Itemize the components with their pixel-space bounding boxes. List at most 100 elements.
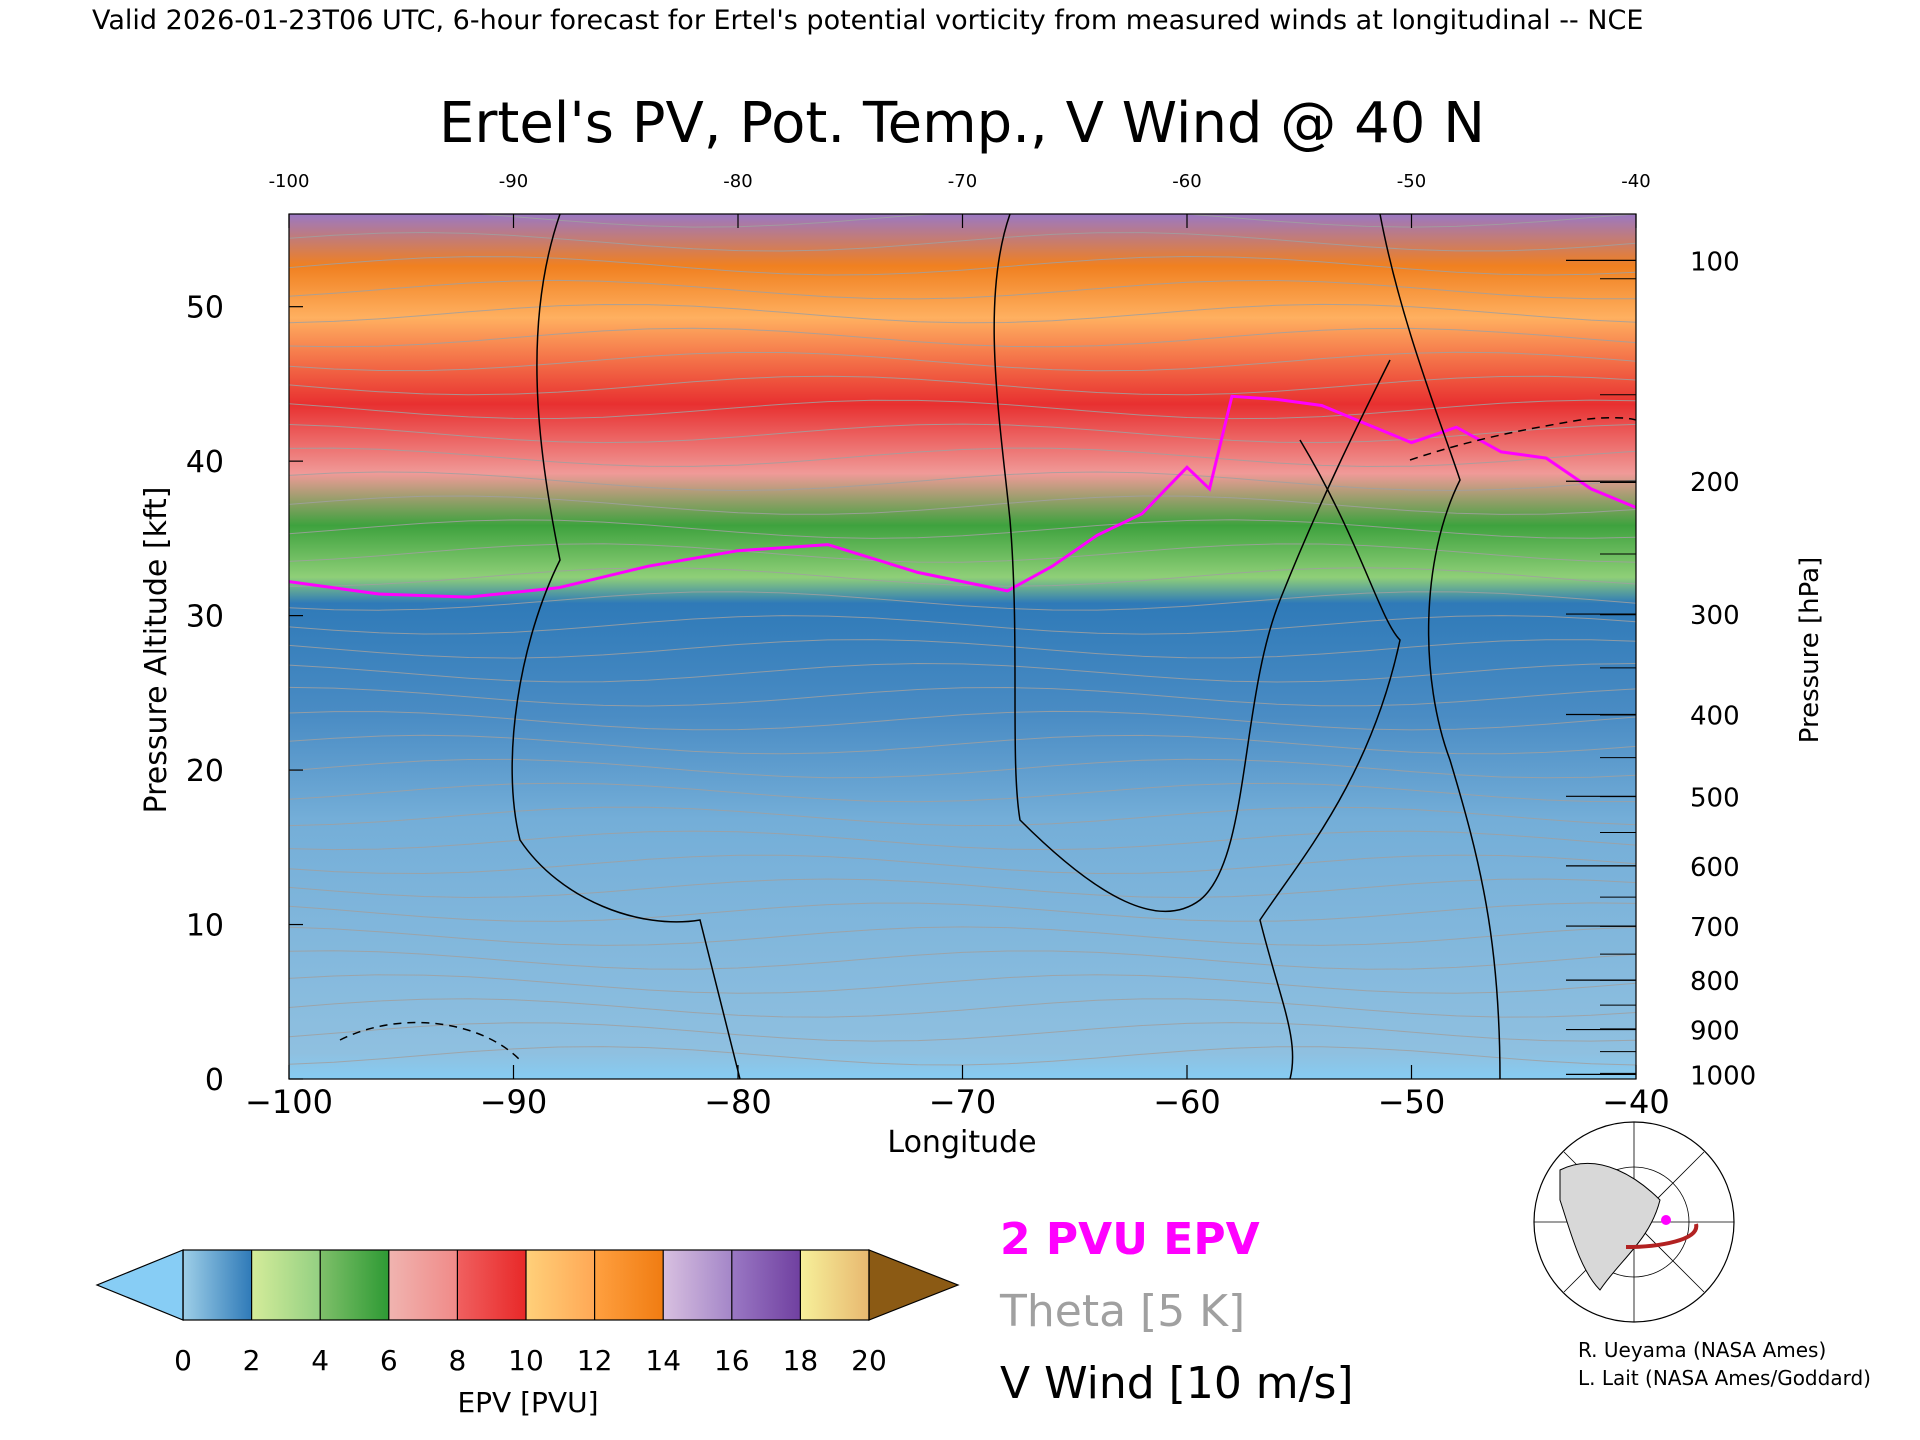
theta-contour-line	[289, 615, 1636, 635]
theta-contour-line	[289, 375, 1636, 396]
y-axis-label-left: Pressure Altitude [kft]	[139, 487, 174, 814]
pressure-tick-label: 500	[1690, 783, 1740, 813]
pressure-tick-label: 200	[1690, 468, 1740, 498]
theta-contour-line	[289, 998, 1636, 1018]
colorbar-segment	[526, 1250, 595, 1320]
legend-vwind: V Wind [10 m/s]	[1000, 1358, 1354, 1409]
x-top-tick-label: -60	[1172, 171, 1201, 192]
vwind-contour-a	[511, 214, 741, 1079]
theta-contour-line	[289, 591, 1636, 611]
colorbar-segment	[731, 1250, 801, 1320]
x-axis-label: Longitude	[887, 1125, 1036, 1160]
x-tick-label: −70	[929, 1083, 997, 1121]
x-top-tick-label: -70	[948, 171, 977, 192]
x-top-tick-label: -100	[269, 171, 310, 192]
theta-contour-line	[289, 279, 1636, 300]
pressure-tick-label: 700	[1690, 913, 1740, 943]
pressure-tick-label: 400	[1690, 701, 1740, 731]
theta-contour-line	[289, 423, 1636, 444]
pressure-tick-label: 600	[1690, 853, 1740, 883]
colorbar: 0 2 4 6 8 10 12 14 16 18 20	[95, 1249, 960, 1377]
legend-theta: Theta [5 K]	[999, 1286, 1245, 1337]
theta-contour-line	[289, 758, 1636, 779]
colorbar-segment	[388, 1250, 458, 1320]
colorbar-segment	[251, 1250, 321, 1320]
theta-contour-line	[289, 878, 1636, 899]
theta-contour-line	[289, 662, 1636, 683]
pressure-tick-label: 900	[1690, 1017, 1740, 1047]
theta-contour-line	[289, 710, 1636, 731]
x-top-tick-label: -80	[723, 171, 752, 192]
map-marker	[1661, 1215, 1671, 1225]
x-top-tick-label: -50	[1397, 171, 1426, 192]
y-tick-label: 10	[186, 909, 224, 944]
theta-contour-line	[289, 567, 1636, 587]
theta-contour-line	[289, 974, 1636, 994]
theta-contour-line	[289, 351, 1636, 372]
x-tick-label: −90	[480, 1083, 548, 1121]
theta-contours	[289, 214, 1636, 1066]
pressure-tick-label: 800	[1690, 967, 1740, 997]
pv-cross-section	[289, 214, 1636, 1079]
colorbar-segment	[457, 1250, 526, 1320]
pressure-tick-label: 1000	[1690, 1061, 1756, 1091]
colorbar-segment	[183, 1250, 252, 1320]
theta-contour-line	[289, 495, 1636, 515]
x-tick-label: −60	[1153, 1083, 1221, 1121]
theta-contour-line	[289, 782, 1636, 803]
vwind-contour-c	[1259, 439, 1401, 1079]
x-tick-label: −50	[1378, 1083, 1446, 1121]
colorbar-segment	[594, 1250, 664, 1320]
credit-line-1: R. Ueyama (NASA Ames)	[1578, 1338, 1827, 1362]
colorbar-tick-label: 16	[714, 1344, 750, 1377]
vwind-contour-d	[1379, 214, 1501, 1079]
theta-contour-line	[289, 399, 1636, 420]
colorbar-segment	[663, 1250, 732, 1320]
colorbar-label: EPV [PVU]	[457, 1386, 598, 1419]
theta-contour-line	[289, 639, 1636, 659]
vwind-contour-f	[1409, 416, 1636, 461]
colorbar-tick-label: 6	[380, 1344, 398, 1377]
credit-line-2: L. Lait (NASA Ames/Goddard)	[1578, 1366, 1871, 1390]
theta-contour-line	[289, 902, 1636, 922]
pv-field	[289, 214, 1636, 1079]
pressure-tick-label: 100	[1690, 247, 1740, 277]
colorbar-over-arrow	[868, 1249, 960, 1321]
vwind-contour-e	[339, 1021, 521, 1061]
header-line: Valid 2026-01-23T06 UTC, 6-hour forecast…	[92, 5, 1643, 36]
colorbar-tick-label: 2	[243, 1344, 261, 1377]
colorbar-tick-label: 8	[448, 1344, 466, 1377]
vwind-contour-b	[993, 214, 1391, 913]
theta-contour-line	[289, 231, 1636, 252]
pressure-tick-label: 300	[1690, 601, 1740, 631]
theta-contour-line	[289, 806, 1636, 827]
theta-contour-line	[289, 543, 1636, 563]
theta-contour-line	[289, 926, 1636, 946]
colorbar-frame	[182, 1249, 870, 1321]
y-axis-label-right: Pressure [hPa]	[1795, 557, 1825, 744]
colorbar-tick-label: 20	[851, 1344, 887, 1377]
theta-contour-line	[289, 854, 1636, 875]
y-tick-label: 40	[186, 445, 224, 480]
pv2-contour	[289, 394, 1636, 599]
colorbar-segment	[800, 1250, 869, 1320]
x-top-tick-label: -40	[1621, 171, 1650, 192]
x-tick-label: −100	[245, 1083, 333, 1121]
chart-title: Ertel's PV, Pot. Temp., V Wind @ 40 N	[439, 91, 1485, 156]
theta-contour-line	[289, 303, 1636, 324]
colorbar-segment	[320, 1250, 389, 1320]
x-tick-label: −80	[704, 1083, 772, 1121]
theta-contour-line	[289, 1022, 1636, 1042]
y-tick-label: 30	[186, 600, 224, 635]
x-top-tick-label: -90	[499, 171, 528, 192]
colorbar-tick-label: 12	[577, 1344, 613, 1377]
theta-contour-line	[289, 327, 1636, 348]
y-tick-label: 50	[186, 291, 224, 326]
theta-contour-line	[289, 950, 1636, 970]
colorbar-tick-label: 14	[645, 1344, 681, 1377]
colorbar-tick-label: 18	[783, 1344, 819, 1377]
colorbar-tick-label: 10	[508, 1344, 544, 1377]
theta-contour-line	[289, 255, 1636, 276]
locator-map	[1533, 1121, 1735, 1323]
